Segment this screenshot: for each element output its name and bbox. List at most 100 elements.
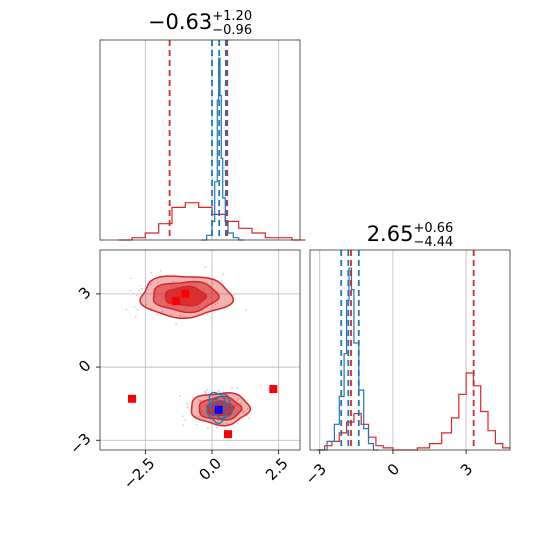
joint-red-marker-4 xyxy=(224,430,232,439)
joint-sample-point xyxy=(242,411,244,414)
joint-sample-point xyxy=(220,280,223,282)
joint-sample-point xyxy=(156,313,159,316)
joint-sample-point xyxy=(217,419,220,422)
joint-ytick-label-1: 0 xyxy=(75,356,94,375)
joint-sample-point xyxy=(225,292,228,295)
joint-sample-point xyxy=(129,289,132,292)
joint-sample-point xyxy=(184,418,187,421)
joint-sample-point xyxy=(181,415,184,418)
joint-sample-point xyxy=(237,397,240,400)
joint-red-marker-2 xyxy=(128,394,136,403)
joint-sample-point xyxy=(135,294,138,297)
marginal-x-title: −0.63+1.20 xyxy=(148,9,252,34)
joint-red-marker-3 xyxy=(269,385,278,394)
joint-sample-point xyxy=(186,402,189,405)
joint-red-marker-0 xyxy=(172,297,180,306)
joint-xtick-label-2: 2.5 xyxy=(262,454,292,484)
joint-sample-point xyxy=(240,402,243,405)
joint-sample-point xyxy=(139,284,142,287)
joint-ytick-label-2: 3 xyxy=(75,283,94,302)
joint-sample-point xyxy=(204,390,207,393)
joint-sample-point xyxy=(157,281,159,284)
joint-sample-point xyxy=(133,306,136,309)
joint-sample-point xyxy=(179,314,182,316)
marginal-x-frame xyxy=(99,39,301,241)
joint-sample-point xyxy=(231,386,234,389)
marginal-y-xtick-label-1: 0 xyxy=(384,460,403,479)
joint-sample-point xyxy=(183,315,186,318)
joint-sample-point xyxy=(211,282,214,285)
joint-sample-point xyxy=(222,273,225,276)
joint-sample-point xyxy=(195,423,198,426)
marginal-y-panel: 2.65+0.66−4.44 −3 0 3 xyxy=(302,221,511,488)
marginal-y-title-lower: −4.44 xyxy=(413,235,453,250)
joint-sample-point xyxy=(206,389,208,392)
marginal-x-series-red xyxy=(118,202,306,241)
joint-sample-point xyxy=(172,280,175,283)
joint-sample-point xyxy=(195,415,198,418)
joint-blue-contour-1 xyxy=(210,395,229,420)
joint-sample-point xyxy=(159,270,162,272)
joint-sample-point xyxy=(161,310,164,313)
joint-sample-point xyxy=(245,308,247,311)
joint-sample-point xyxy=(175,323,177,326)
marginal-x-title-upper: +1.20 xyxy=(212,9,252,24)
joint-sample-point xyxy=(150,272,153,274)
joint-frame xyxy=(99,249,301,451)
joint-sample-point xyxy=(149,283,152,286)
joint-sample-point xyxy=(225,422,228,425)
joint-sample-point xyxy=(233,293,236,296)
joint-red-marker-1 xyxy=(181,289,190,298)
joint-sample-point xyxy=(186,406,189,409)
joint-sample-point xyxy=(209,418,211,421)
marginal-y-series-red xyxy=(317,372,510,451)
marginal-x-series-blue xyxy=(201,57,244,241)
joint-sample-point xyxy=(182,424,185,427)
joint-contour-panel: −2.5 0.0 2.5 −3 0 3 xyxy=(66,249,301,493)
marginal-x-panel: −0.63+1.20−0.96 xyxy=(99,9,306,241)
joint-sample-point xyxy=(243,410,245,413)
joint-sample-point xyxy=(198,399,200,402)
joint-sample-point xyxy=(199,399,202,402)
joint-sample-point xyxy=(216,302,219,305)
joint-sample-point xyxy=(170,313,173,316)
joint-sample-point xyxy=(216,426,218,429)
marginal-y-xtick-label-0: −3 xyxy=(302,460,330,488)
joint-sample-point xyxy=(206,313,209,316)
joint-sample-point xyxy=(236,387,239,390)
joint-sample-point xyxy=(134,315,137,318)
joint-sample-point xyxy=(237,422,239,425)
joint-sample-point xyxy=(207,427,209,429)
marginal-y-series-blue xyxy=(319,267,379,451)
joint-sample-point xyxy=(245,414,248,417)
joint-xtick-label-0: −2.5 xyxy=(120,454,158,492)
joint-sample-point xyxy=(246,407,249,410)
joint-sample-point xyxy=(197,416,200,418)
joint-sample-point xyxy=(138,289,140,292)
joint-blue-contour-0 xyxy=(206,391,234,425)
joint-sample-point xyxy=(248,417,250,419)
joint-sample-point xyxy=(204,266,207,269)
joint-sample-point xyxy=(214,303,217,306)
joint-blue-marker-0 xyxy=(214,405,223,414)
marginal-y-title-upper: +0.66 xyxy=(413,221,453,236)
marginal-y-title: 2.65+0.66 xyxy=(367,221,454,246)
joint-sample-point xyxy=(130,277,132,280)
joint-sample-point xyxy=(145,303,148,306)
joint-sample-point xyxy=(140,288,143,290)
marginal-x-title-lower: −0.96 xyxy=(212,23,252,38)
marginal-x-title-median: −0.63 xyxy=(148,10,212,34)
joint-sample-point xyxy=(179,394,182,397)
marginal-y-xtick-label-2: 3 xyxy=(457,460,476,479)
joint-sample-point xyxy=(191,396,194,399)
joint-xtick-label-1: 0.0 xyxy=(195,454,225,484)
joint-sample-point xyxy=(125,308,128,311)
joint-sample-point xyxy=(217,389,220,392)
joint-ytick-label-0: −3 xyxy=(66,430,94,458)
joint-sample-point xyxy=(204,392,207,395)
marginal-y-title-median: 2.65 xyxy=(367,222,414,246)
joint-sample-point xyxy=(136,308,139,311)
joint-sample-point xyxy=(173,312,176,315)
marginal-y-frame xyxy=(309,249,511,451)
